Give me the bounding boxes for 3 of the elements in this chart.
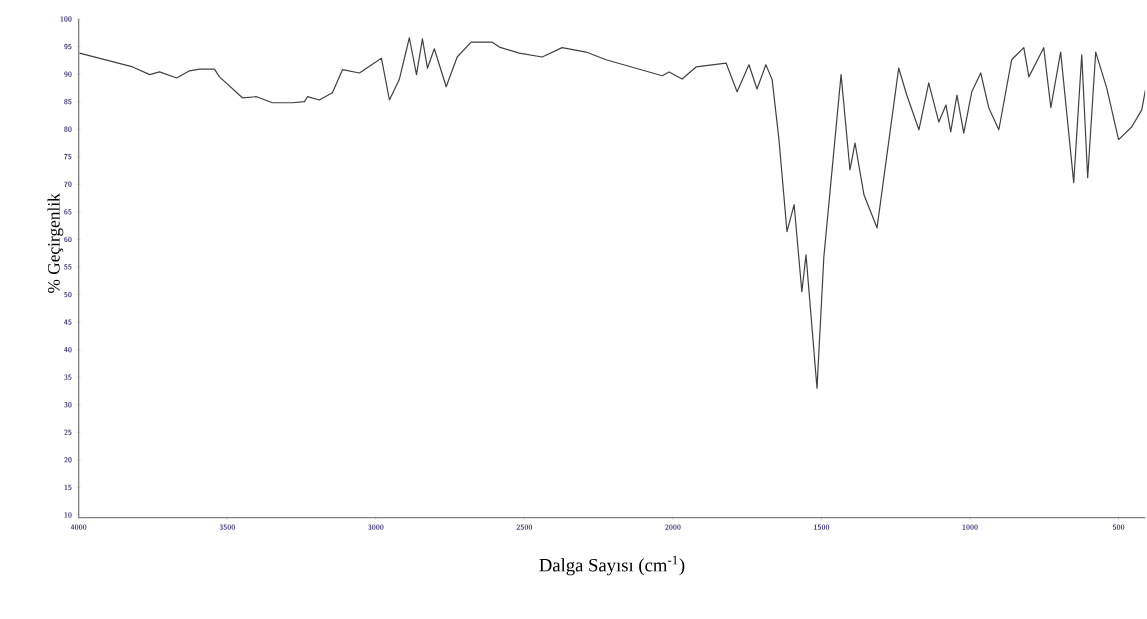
line-series — [78, 37, 1146, 389]
y-axis-title: % Geçirgenlik — [47, 193, 64, 293]
x-axis-title: Dalga Sayısı (cm$^{-1}$) — [539, 555, 685, 576]
